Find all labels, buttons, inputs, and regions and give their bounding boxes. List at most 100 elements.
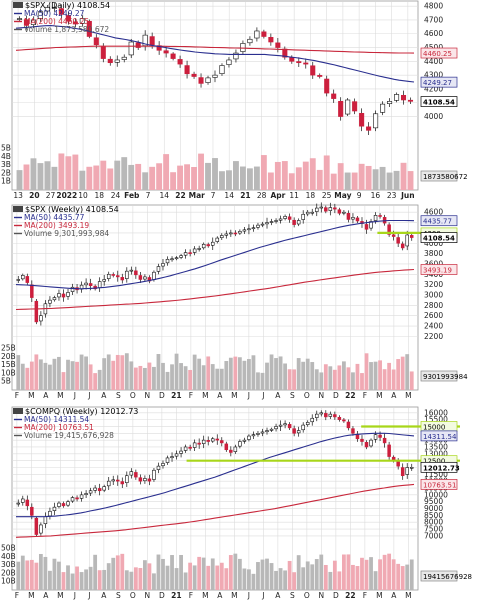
- x-tick-label: Feb: [124, 191, 140, 200]
- volume-bar: [188, 562, 193, 590]
- y-tick-label: 2800: [424, 301, 443, 310]
- volume-bar: [170, 364, 174, 390]
- volume-bar: [323, 364, 328, 390]
- candle-up: [183, 252, 188, 256]
- x-tick-label: 28: [257, 191, 267, 200]
- volume-bar: [86, 166, 93, 190]
- candle-down: [355, 217, 360, 222]
- candle-up: [409, 467, 414, 469]
- candle-down: [378, 215, 382, 217]
- volume-bar: [396, 359, 401, 390]
- candle-up: [260, 223, 265, 226]
- volume-bar: [278, 356, 283, 390]
- candle-down: [134, 472, 138, 478]
- candle-up: [319, 412, 324, 415]
- volume-bar: [61, 572, 66, 590]
- price-tag-box: [420, 570, 458, 582]
- volume-bar: [301, 361, 306, 390]
- candle-up: [269, 221, 274, 223]
- volume-bar: [379, 166, 386, 190]
- x-tick-label: M: [57, 391, 63, 400]
- candle-down: [75, 497, 79, 500]
- y-tick-label: 11500: [424, 470, 448, 479]
- x-tick-label: 7: [146, 191, 151, 200]
- candle-down: [287, 424, 292, 429]
- candle-up: [219, 65, 225, 74]
- volume-bar: [161, 362, 165, 390]
- candle-down: [198, 77, 204, 84]
- candle-up: [251, 434, 256, 437]
- volume-bar: [106, 563, 111, 590]
- y-tick-label: 4600: [424, 29, 443, 38]
- x-tick-label: M: [231, 591, 237, 600]
- volume-bar: [288, 173, 295, 190]
- volume-bar: [239, 166, 246, 190]
- volume-bar: [205, 162, 211, 190]
- candle-up: [265, 430, 269, 433]
- volume-bar: [115, 555, 120, 590]
- price-tag-box: [420, 47, 458, 59]
- candle-up: [301, 213, 305, 220]
- candle-up: [328, 207, 333, 211]
- candle-up: [161, 463, 165, 467]
- candle-down: [116, 479, 120, 482]
- price-tag-label: 4249.27: [423, 79, 452, 87]
- candle-up: [315, 207, 319, 212]
- volume-bar: [100, 160, 107, 190]
- volume-bar: [66, 359, 70, 390]
- x-tick-label: 2022: [56, 191, 77, 200]
- volume-bar: [405, 564, 410, 590]
- volume-bar: [198, 153, 204, 190]
- volume-bar: [373, 571, 378, 590]
- volume-bar: [142, 367, 147, 390]
- volume-bar: [242, 568, 247, 590]
- x-tick-label: S: [116, 391, 121, 400]
- volume-bar: [396, 563, 401, 590]
- candle-down: [396, 461, 400, 467]
- price-tag-box: [420, 264, 458, 275]
- x-tick-label: M: [231, 391, 237, 400]
- candle-up: [16, 18, 23, 20]
- volume-tick-label: 40B: [1, 552, 16, 561]
- y-tick-label: 7500: [424, 525, 443, 534]
- ma200-line: [15, 268, 415, 311]
- volume-bar: [387, 553, 392, 590]
- candle-up: [106, 480, 111, 487]
- y-tick-label: 4600: [424, 208, 443, 217]
- candle-down: [23, 19, 30, 26]
- volume-bar: [382, 369, 387, 390]
- volume-bar: [393, 170, 400, 190]
- candle-up: [274, 220, 278, 222]
- candle-up: [210, 438, 215, 442]
- candle-up: [233, 446, 238, 452]
- volume-bar: [378, 360, 382, 390]
- price-tag-label: 4460.25: [423, 50, 452, 58]
- candle-up: [79, 494, 84, 499]
- volume-bar: [65, 156, 72, 190]
- candle-up: [369, 439, 373, 447]
- y-tick-label: 7000: [424, 531, 443, 540]
- y-tick-label: 16000: [424, 408, 448, 417]
- candle-down: [111, 274, 115, 276]
- volume-bar: [34, 562, 39, 590]
- volume-bar: [323, 155, 330, 190]
- x-tick-label: Apr: [270, 191, 285, 200]
- candle-up: [238, 231, 242, 234]
- volume-bar: [29, 361, 34, 390]
- volume-bar: [188, 369, 193, 390]
- candle-up: [70, 497, 75, 502]
- volume-bar: [296, 358, 301, 390]
- volume-bar: [129, 571, 134, 590]
- volume-bar: [233, 161, 239, 190]
- price-tag-label: 3493.19: [423, 266, 452, 274]
- price-tag-label: 4108.54: [423, 235, 455, 243]
- x-tick-label: 22: [345, 391, 355, 400]
- candle-up: [125, 270, 129, 279]
- candle-up: [39, 315, 43, 322]
- candle-down: [86, 20, 92, 37]
- y-tick-label: 4000: [424, 112, 443, 121]
- candle-down: [364, 442, 369, 448]
- volume-tick-label: 1B: [1, 177, 11, 186]
- x-tick-label: A: [43, 391, 49, 400]
- x-tick-label: S: [116, 591, 121, 600]
